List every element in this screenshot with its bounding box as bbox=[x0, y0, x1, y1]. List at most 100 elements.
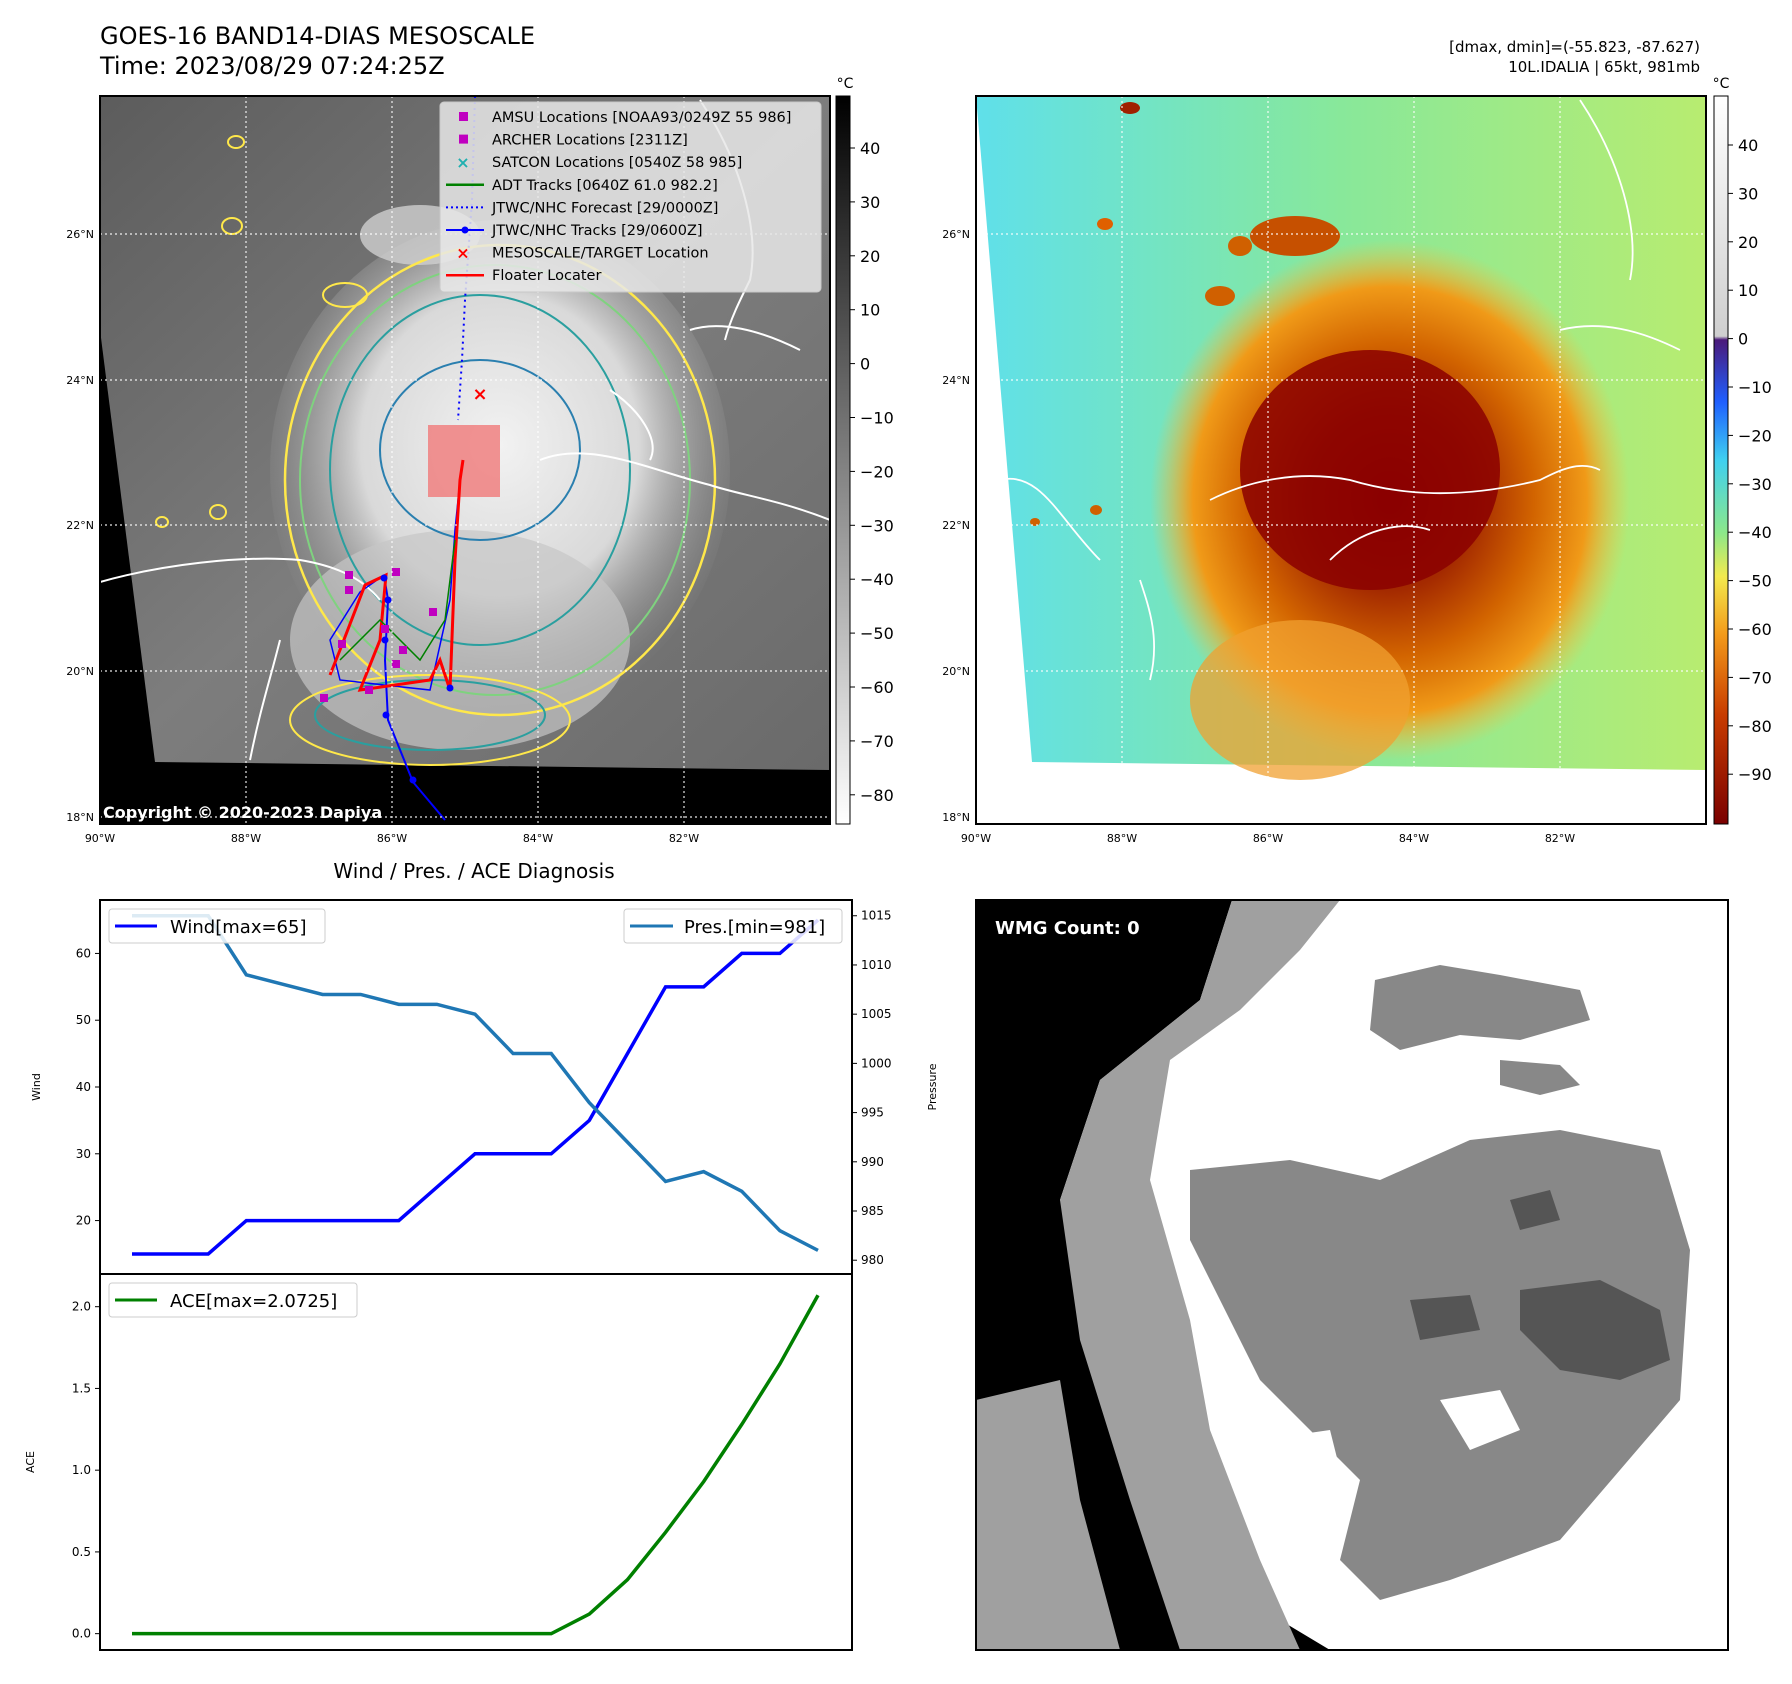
latitude-tick-label: 26°N bbox=[66, 228, 94, 241]
legend-entry: ADT Tracks [0640Z 61.0 982.2] bbox=[446, 178, 718, 194]
pressure-legend: Pres.[min=981] bbox=[623, 908, 843, 944]
wind-tick-label: 50 bbox=[76, 1013, 91, 1027]
wind-tick-label: 60 bbox=[76, 946, 91, 960]
map-legend: AMSU Locations [NOAA93/0249Z 55 986] ARCH… bbox=[439, 101, 822, 293]
legend-square-marker bbox=[459, 134, 468, 144]
gray-colorbar: °C 40 30 20 10 0 −10 −20 −30 −40 −50 −60 −70 −80 bbox=[835, 76, 894, 825]
longitude-tick-label: 86°W bbox=[1253, 832, 1283, 845]
pressure-tick-label: 990 bbox=[861, 1155, 884, 1169]
legend-label: JTWC/NHC Forecast [29/0000Z] bbox=[491, 200, 718, 216]
legend-entry: JTWC/NHC Forecast [29/0000Z] bbox=[446, 200, 718, 216]
colorbar-tick-label: 10 bbox=[860, 301, 880, 320]
colorbar-tick-label: −60 bbox=[860, 678, 894, 697]
ace-legend-label: ACE[max=2.0725] bbox=[170, 1291, 337, 1312]
colorbar-tick-label: −70 bbox=[1738, 668, 1772, 687]
colorbar-tick-label: −70 bbox=[860, 732, 894, 751]
wind-axis-label: Wind bbox=[30, 1073, 43, 1101]
ace-tick-label: 0.5 bbox=[72, 1545, 91, 1559]
gray-colorbar-unit: °C bbox=[837, 76, 854, 92]
latitude-tick-label: 18°N bbox=[942, 811, 970, 824]
legend-x-marker: × bbox=[456, 244, 469, 263]
pressure-tick-label: 985 bbox=[861, 1204, 884, 1218]
latitude-tick-label: 26°N bbox=[942, 228, 970, 241]
pressure-tick-label: 995 bbox=[861, 1106, 884, 1120]
colorbar-tick-label: −50 bbox=[860, 624, 894, 643]
colorbar-tick-label: 0 bbox=[1738, 330, 1748, 349]
colorbar-tick-label: −80 bbox=[1738, 717, 1772, 736]
figure-title-line1: GOES-16 BAND14-DIAS MESOSCALE bbox=[100, 22, 536, 50]
wind-pressure-chart: 20 30 40 50 60 980 985 990 995 1000 1005 1010 1015 W… bbox=[30, 899, 939, 1275]
legend-label: AMSU Locations [NOAA93/0249Z 55 986] bbox=[492, 110, 791, 126]
wmg-panel bbox=[976, 900, 1728, 1650]
pressure-series-line bbox=[132, 913, 819, 1252]
latitude-tick-label: 22°N bbox=[942, 519, 970, 532]
colorbar-tick-label: 30 bbox=[1738, 184, 1758, 203]
colorbar-tick-label: −40 bbox=[860, 570, 894, 589]
wmg-count-label: WMG Count: 0 bbox=[995, 918, 1140, 939]
wind-legend: Wind[max=65] bbox=[108, 908, 326, 944]
wind-tick-label: 40 bbox=[76, 1080, 91, 1094]
pressure-tick-label: 1005 bbox=[861, 1007, 892, 1021]
legend-dot bbox=[461, 226, 469, 234]
wmg-count-badge: WMG Count: 0 bbox=[985, 910, 1170, 944]
legend-entry: × SATCON Locations [0540Z 58 985] bbox=[456, 153, 742, 172]
longitude-tick-label: 90°W bbox=[961, 832, 991, 845]
colorbar-tick-label: −30 bbox=[1738, 475, 1772, 494]
svg-text:×: × bbox=[472, 384, 487, 405]
ace-axis-label: ACE bbox=[24, 1451, 37, 1473]
ace-chart: 0.0 0.5 1.0 1.5 2.0 ACE ACE[max=2.0725] bbox=[24, 1273, 853, 1651]
colorbar-tick-label: −90 bbox=[1738, 765, 1772, 784]
figure-title-line2: Time: 2023/08/29 07:24:25Z bbox=[100, 52, 445, 80]
legend-entry: AMSU Locations [NOAA93/0249Z 55 986] bbox=[459, 110, 791, 126]
diagnosis-title: Wind / Pres. / ACE Diagnosis bbox=[333, 859, 614, 883]
longitude-tick-label: 84°W bbox=[1399, 832, 1429, 845]
figure-info-line2: 10L.IDALIA | 65kt, 981mb bbox=[1508, 58, 1700, 76]
pressure-tick-label: 1010 bbox=[861, 958, 892, 972]
legend-square-marker bbox=[459, 112, 468, 121]
colorbar-tick-label: −20 bbox=[860, 462, 894, 481]
latitude-tick-label: 18°N bbox=[66, 811, 94, 824]
longitude-tick-label: 84°W bbox=[523, 832, 553, 845]
pressure-axis-label: Pressure bbox=[926, 1063, 939, 1110]
legend-label: JTWC/NHC Tracks [29/0600Z] bbox=[491, 223, 703, 239]
legend-entry: ARCHER Locations [2311Z] bbox=[459, 133, 688, 149]
wind-legend-label: Wind[max=65] bbox=[170, 917, 307, 938]
longitude-tick-label: 88°W bbox=[231, 832, 261, 845]
colorbar-tick-label: 10 bbox=[1738, 281, 1758, 300]
latitude-tick-label: 24°N bbox=[942, 374, 970, 387]
wind-tick-label: 20 bbox=[76, 1214, 91, 1228]
legend-label: MESOSCALE/TARGET Location bbox=[492, 246, 709, 262]
legend-entry: JTWC/NHC Tracks [29/0600Z] bbox=[446, 223, 703, 239]
wind-tick-label: 30 bbox=[76, 1147, 91, 1161]
copyright-text: Copyright © 2020-2023 Dapiya bbox=[103, 803, 382, 822]
pressure-tick-label: 980 bbox=[861, 1253, 884, 1267]
colorbar-tick-label: −10 bbox=[860, 409, 894, 428]
colorbar-tick-label: −20 bbox=[1738, 426, 1772, 445]
colorbar-tick-label: −40 bbox=[1738, 523, 1772, 542]
colorbar-tick-label: 30 bbox=[860, 193, 880, 212]
colorbar-tick-label: 0 bbox=[860, 355, 870, 374]
pressure-tick-label: 1000 bbox=[861, 1056, 892, 1070]
longitude-tick-label: 90°W bbox=[85, 832, 115, 845]
ir-color-map bbox=[976, 96, 1706, 824]
colorbar-tick-label: −80 bbox=[860, 786, 894, 805]
latitude-tick-label: 20°N bbox=[66, 665, 94, 678]
ace-tick-label: 0.0 bbox=[72, 1627, 91, 1641]
colorbar-tick-label: −60 bbox=[1738, 620, 1772, 639]
colorbar-tick-label: 40 bbox=[1738, 136, 1758, 155]
colorbar-tick-label: 20 bbox=[860, 247, 880, 266]
ace-tick-label: 2.0 bbox=[72, 1300, 91, 1314]
ace-series-line bbox=[132, 1294, 820, 1636]
legend-label: Floater Locater bbox=[492, 268, 601, 284]
longitude-tick-label: 88°W bbox=[1107, 832, 1137, 845]
legend-label: SATCON Locations [0540Z 58 985] bbox=[492, 155, 742, 171]
ace-tick-label: 1.5 bbox=[72, 1381, 91, 1395]
wind-series-line bbox=[132, 918, 820, 1256]
legend-entry: × MESOSCALE/TARGET Location bbox=[456, 244, 708, 263]
ace-tick-label: 1.0 bbox=[72, 1463, 91, 1477]
color-colorbar-unit: °C bbox=[1713, 76, 1730, 92]
legend-x-marker: × bbox=[456, 153, 469, 172]
pressure-tick-label: 1015 bbox=[861, 909, 892, 923]
pressure-legend-label: Pres.[min=981] bbox=[684, 917, 825, 938]
